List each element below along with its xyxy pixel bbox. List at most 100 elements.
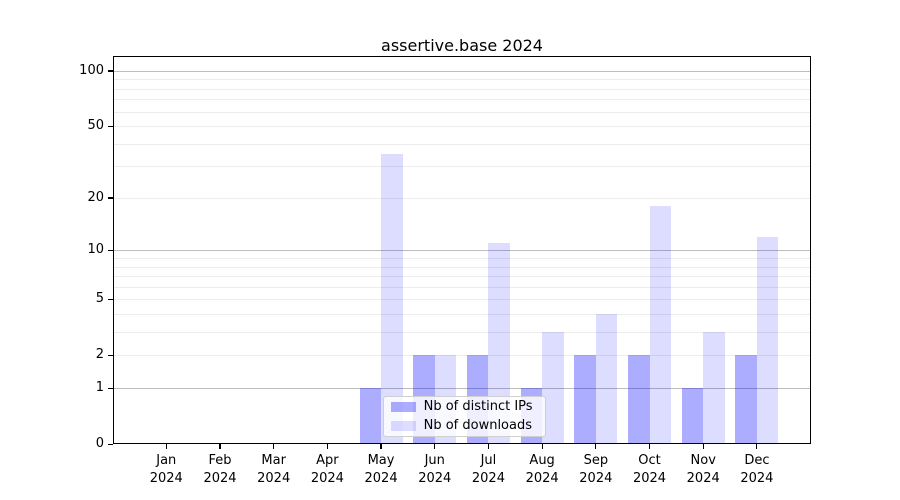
y-gridline-minor <box>112 111 811 113</box>
y-tick-mark <box>108 387 113 389</box>
y-gridline-minor <box>112 276 811 278</box>
legend-swatch-downloads <box>390 420 416 431</box>
y-tick-label: 50 <box>87 118 104 134</box>
y-gridline-minor <box>112 88 811 90</box>
x-tick-mark <box>165 444 167 449</box>
legend-row-downloads: Nb of downloads <box>390 416 545 435</box>
y-gridline-major <box>112 250 811 252</box>
x-tick-year: 2024 <box>257 470 291 486</box>
x-tick-mark <box>756 444 758 449</box>
y-tick-mark <box>108 197 113 199</box>
bar-downloads <box>595 314 618 445</box>
y-gridline-minor <box>112 166 811 168</box>
y-tick-mark <box>108 125 113 127</box>
x-tick-year: 2024 <box>525 470 559 486</box>
bar-distinct-ips <box>628 355 650 445</box>
x-tick-month: Nov <box>690 453 716 469</box>
x-tick-month: Oct <box>638 453 661 469</box>
x-tick-month: Jun <box>424 453 445 469</box>
y-tick-mark <box>108 249 113 251</box>
y-gridline-minor <box>112 355 811 357</box>
x-tick-label: Mar 2024 <box>244 452 304 487</box>
y-tick-label: 0 <box>95 436 104 452</box>
chart-title: assertive.base 2024 <box>381 36 543 55</box>
y-gridline-minor <box>112 314 811 316</box>
x-tick-mark <box>326 444 328 449</box>
y-tick-mark <box>108 298 113 301</box>
x-tick-month: Apr <box>316 453 339 469</box>
x-tick-mark <box>219 444 221 449</box>
bar-distinct-ips <box>574 355 596 445</box>
y-gridline-minor <box>112 299 811 301</box>
legend-label-downloads: Nb of downloads <box>423 417 532 433</box>
x-tick-year: 2024 <box>471 470 505 486</box>
y-tick-label: 10 <box>87 242 104 258</box>
bar-downloads <box>703 332 725 445</box>
y-tick-label: 100 <box>79 62 104 78</box>
y-gridline-major <box>112 388 811 390</box>
legend: Nb of distinct IPs Nb of downloads <box>382 395 546 437</box>
y-gridline-minor <box>112 99 811 101</box>
x-tick-label: Nov 2024 <box>673 452 733 487</box>
x-tick-year: 2024 <box>740 470 774 486</box>
y-gridline-minor <box>112 258 811 259</box>
y-gridline-minor <box>112 126 811 128</box>
y-gridline-minor <box>112 286 811 288</box>
x-tick-label: Aug 2024 <box>512 452 572 487</box>
x-tick-mark <box>648 444 651 449</box>
x-tick-label: Jul 2024 <box>458 452 518 487</box>
x-tick-month: Jan <box>156 453 177 469</box>
x-tick-mark <box>595 444 597 449</box>
x-tick-year: 2024 <box>686 470 720 486</box>
legend-label-distinct-ips: Nb of distinct IPs <box>423 398 533 414</box>
y-gridline-minor <box>112 266 811 268</box>
bar-distinct-ips <box>735 355 757 445</box>
x-tick-label: Dec 2024 <box>727 452 787 487</box>
plot-area: Nb of distinct IPs Nb of downloads <box>112 55 811 445</box>
x-tick-mark <box>487 444 490 449</box>
x-tick-month: May <box>367 453 395 469</box>
y-tick-mark <box>108 443 113 445</box>
x-tick-year: 2024 <box>418 470 452 486</box>
bar-downloads <box>381 154 403 445</box>
x-tick-label: Feb 2024 <box>190 452 250 487</box>
y-gridline-minor <box>112 197 811 199</box>
y-gridline-minor <box>112 143 811 145</box>
x-tick-month: Mar <box>261 453 286 469</box>
x-tick-mark <box>702 444 704 449</box>
x-tick-label: Oct 2024 <box>620 452 680 487</box>
x-tick-label: May 2024 <box>351 452 411 487</box>
x-tick-month: Jul <box>480 453 497 469</box>
x-tick-month: Feb <box>208 453 232 469</box>
x-tick-year: 2024 <box>579 470 613 486</box>
x-tick-year: 2024 <box>632 470 667 486</box>
bar-downloads <box>542 332 564 445</box>
y-tick-label: 5 <box>95 291 104 307</box>
x-tick-year: 2024 <box>203 470 237 486</box>
x-tick-mark <box>541 444 543 449</box>
y-gridline-major <box>112 70 811 72</box>
bar-downloads <box>756 236 779 445</box>
y-tick-mark <box>108 354 113 357</box>
legend-swatch-distinct-ips <box>390 401 416 412</box>
x-tick-year: 2024 <box>364 470 398 486</box>
x-tick-year: 2024 <box>149 470 183 486</box>
x-tick-month: Dec <box>744 453 770 469</box>
x-tick-label: Sep 2024 <box>566 452 626 487</box>
y-tick-mark <box>108 70 113 72</box>
y-gridline-minor <box>112 79 811 81</box>
y-tick-label: 20 <box>87 189 104 205</box>
x-tick-mark <box>380 444 382 449</box>
y-tick-label: 1 <box>95 380 104 396</box>
x-tick-mark <box>273 444 275 449</box>
bar-distinct-ips <box>359 388 382 445</box>
bar-downloads <box>488 243 510 445</box>
bar-downloads <box>649 206 672 445</box>
y-tick-label: 2 <box>95 347 104 363</box>
x-tick-year: 2024 <box>310 470 344 486</box>
x-tick-label: Apr 2024 <box>297 452 357 487</box>
x-tick-month: Aug <box>529 453 555 469</box>
x-tick-mark <box>434 444 436 449</box>
x-tick-label: Jun 2024 <box>405 452 465 487</box>
